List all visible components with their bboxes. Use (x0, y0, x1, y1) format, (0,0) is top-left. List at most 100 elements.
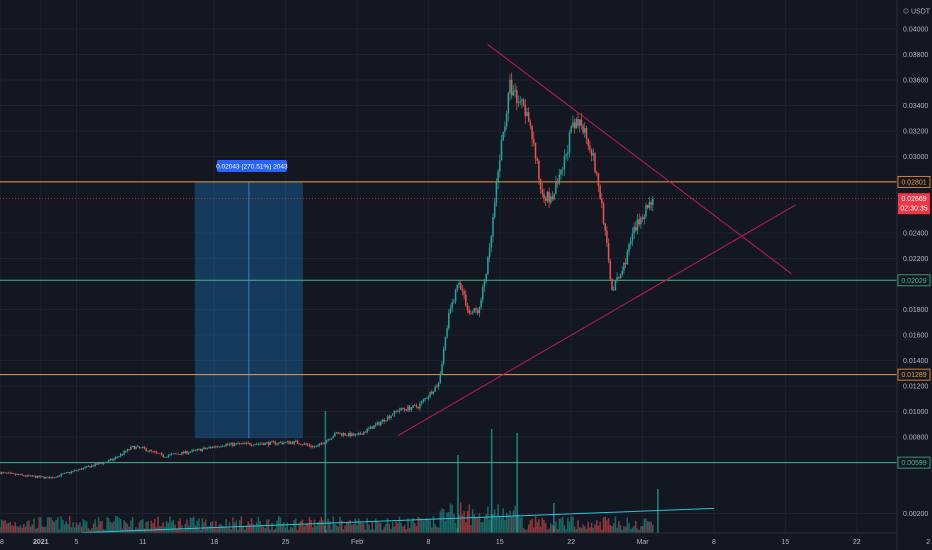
time-tick-label: 2 (926, 539, 930, 546)
candle-body (371, 426, 374, 429)
candle-body (26, 475, 28, 477)
volume-bar (312, 527, 314, 533)
candle-body (636, 219, 639, 231)
candle-body (441, 363, 443, 374)
candle-body (162, 454, 164, 458)
candle-body (645, 205, 647, 217)
candle-body (108, 460, 110, 462)
candle-body (271, 441, 273, 443)
candle-body (587, 138, 589, 146)
volume-bar (63, 524, 66, 533)
candle-body (631, 233, 634, 242)
candle-body (533, 139, 535, 144)
volume-bar (505, 512, 508, 533)
volume-bar (454, 522, 457, 533)
candle-body (340, 433, 343, 436)
volume-bar (138, 521, 141, 533)
level-price-tag (897, 175, 931, 188)
candle-body (28, 475, 30, 477)
volume-bar (325, 529, 328, 533)
candle-body (522, 99, 525, 105)
candle-body (255, 443, 258, 445)
candle-body (123, 451, 125, 455)
volume-bar (85, 521, 88, 533)
candle-body (300, 444, 302, 445)
volume-bar (563, 525, 566, 533)
candle-body (0, 472, 1, 474)
volume-bar (512, 510, 515, 533)
level-price-tag (897, 368, 931, 381)
volume-bar (473, 514, 476, 533)
candle-body (193, 450, 195, 451)
volume-bar (378, 522, 380, 533)
candle-body (536, 158, 538, 161)
candle-body (507, 93, 510, 114)
price-range-measurement[interactable]: 0.02043 (270.51%) 2043 (194, 160, 303, 439)
volume-bar (538, 519, 540, 533)
volume-bar (645, 518, 647, 533)
volume-bar (142, 519, 144, 533)
candle-body (580, 119, 583, 126)
candle-body (45, 476, 47, 479)
trendlines[interactable] (81, 43, 796, 534)
candle-body (607, 242, 610, 261)
candle-body (456, 284, 459, 291)
volume-bar (499, 516, 501, 533)
candle-body (155, 451, 158, 453)
time-tick-label: 18 (210, 539, 218, 546)
volume-bar (193, 516, 195, 533)
trendline[interactable] (487, 43, 792, 275)
candle-body (87, 466, 90, 467)
candle-body (242, 442, 244, 444)
volume-bar (84, 520, 86, 533)
volume-bar (648, 521, 651, 533)
volume-bar (476, 517, 479, 533)
candle-body (60, 473, 62, 477)
candle-body (475, 308, 477, 311)
candle-body (434, 386, 436, 392)
candle-body (199, 448, 202, 452)
volume-bar (283, 522, 285, 533)
volume-bar (356, 525, 358, 533)
candle-body (269, 441, 272, 445)
volume-bar (244, 529, 246, 533)
volume-bar (255, 522, 258, 533)
candle-body (378, 422, 380, 425)
candle-body (403, 409, 406, 410)
candle-body (342, 433, 345, 436)
currency-selector[interactable]: USDT (903, 8, 931, 16)
candle-body (560, 169, 562, 175)
candle-body (254, 444, 256, 446)
price-tick-label: 0.00200 (903, 511, 928, 518)
horizontal-levels[interactable] (0, 181, 897, 464)
candle-body (272, 441, 275, 443)
candle-body (402, 407, 404, 410)
candle-body (393, 410, 396, 415)
volume-bar (361, 522, 363, 533)
volume-bar (11, 525, 13, 533)
volume-bar (524, 529, 527, 533)
trendline[interactable] (81, 507, 715, 534)
volume-bar (55, 520, 57, 533)
volume-bar (536, 521, 538, 533)
candle-body (499, 160, 501, 172)
candle-body (65, 472, 68, 474)
volume-bar (531, 518, 533, 533)
volume-bar (509, 510, 511, 533)
candle-body (284, 441, 287, 443)
time-axis-ticks: 2820215111825Feb81522Mar815222 (0, 539, 930, 546)
candle-body (459, 283, 462, 290)
candle-body (628, 244, 630, 252)
volume-bar (332, 516, 334, 533)
volume-bar (295, 518, 297, 533)
volume-bar (424, 519, 426, 533)
volume-bar (607, 518, 610, 533)
trendline[interactable] (397, 204, 796, 437)
volume-bar (306, 524, 309, 533)
volume-bar (313, 519, 316, 533)
candle-body (626, 251, 629, 265)
candle-body (295, 440, 297, 442)
candle-body (577, 119, 579, 126)
candle-body (363, 431, 365, 435)
